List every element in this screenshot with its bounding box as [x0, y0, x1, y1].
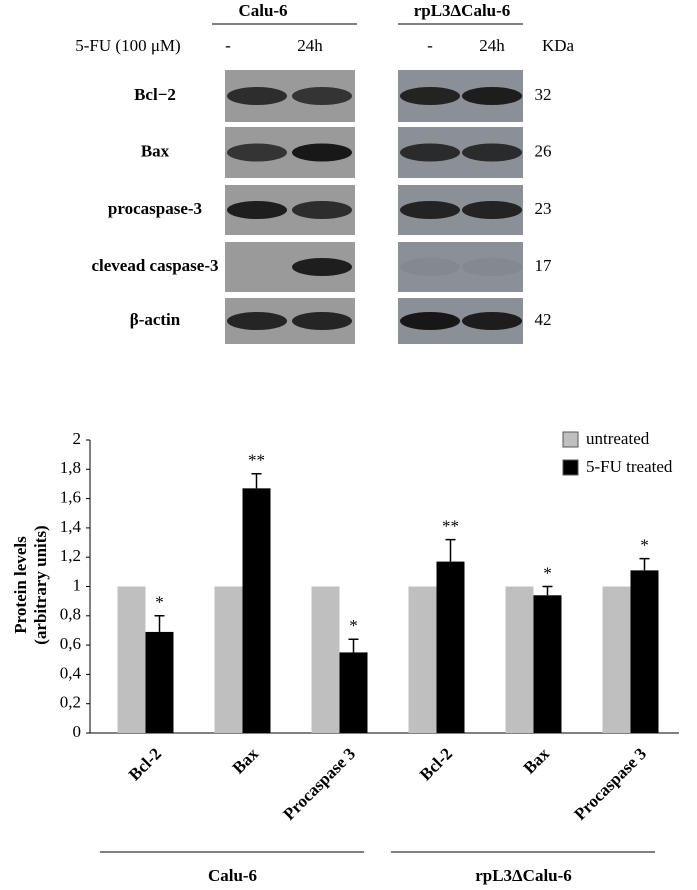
y-axis-label: Protein levels: [11, 536, 30, 634]
error-bar: [154, 615, 165, 632]
y-tick-label: 1,8: [60, 458, 81, 477]
error-bar: [348, 638, 359, 653]
y-tick-label: 1,4: [60, 517, 82, 536]
y-tick-label: 2: [73, 429, 82, 448]
blot-row-label: β-actin: [130, 310, 181, 329]
bar: [311, 586, 340, 733]
bar: [117, 586, 146, 733]
significance: *: [349, 616, 358, 635]
x-tick-label: Bcl-2: [416, 744, 456, 784]
y-tick-label: 0,4: [60, 663, 82, 682]
blot-band: [227, 87, 287, 105]
legend-label: untreated: [586, 429, 650, 448]
bar: [408, 586, 437, 733]
blot-band: [462, 312, 522, 330]
blot-band: [400, 143, 460, 162]
blot-band: [462, 258, 522, 276]
blot-row-label: procaspase-3: [108, 199, 202, 218]
significance: **: [248, 451, 265, 470]
blot-band: [400, 312, 460, 330]
blot-row-label: clevead caspase-3: [91, 256, 218, 275]
lane-label: 24h: [297, 36, 323, 55]
error-bar: [542, 585, 553, 596]
legend-swatch: [562, 459, 579, 476]
x-tick-label: Bax: [520, 744, 554, 778]
blot-band: [400, 201, 460, 219]
blot-band: [292, 312, 352, 330]
error-bar: [445, 538, 456, 562]
blot-group-label: rpL3ΔCalu-6: [414, 1, 511, 20]
blot-band: [462, 143, 522, 162]
bar: [145, 631, 174, 733]
blot-size: 17: [535, 256, 553, 275]
blot-group-label: Calu-6: [238, 1, 287, 20]
blot-band: [400, 258, 460, 276]
y-tick-label: 1,2: [60, 546, 81, 565]
group-label: Calu-6: [208, 866, 257, 885]
blot-size: 42: [535, 310, 552, 329]
blot-row-label: Bcl−2: [134, 85, 176, 104]
y-tick-label: 0,6: [60, 634, 81, 653]
lane-label: -: [427, 36, 433, 55]
significance: *: [155, 593, 164, 612]
error-bar: [639, 557, 650, 571]
x-tick-label: Procaspase 3: [279, 744, 359, 824]
blot-band: [227, 143, 287, 162]
blot-band: [292, 258, 352, 276]
x-tick-label: Bcl-2: [125, 744, 165, 784]
lane-label: -: [225, 36, 231, 55]
blot-row-label: Bax: [141, 141, 170, 160]
bar: [505, 586, 534, 733]
blot-band: [227, 312, 287, 330]
x-tick-label: Procaspase 3: [570, 744, 650, 824]
bar: [214, 586, 243, 733]
bar: [339, 652, 368, 733]
group-label: rpL3ΔCalu-6: [475, 866, 572, 885]
blot-band: [292, 201, 352, 219]
x-tick-label: Bax: [229, 744, 263, 778]
blot-band: [462, 87, 522, 105]
y-axis-label: (arbitrary units): [31, 525, 50, 644]
blot-size: 32: [535, 85, 552, 104]
blot-panel: [398, 242, 523, 292]
blot-band: [462, 201, 522, 219]
bar: [630, 570, 659, 733]
blot-size: 23: [535, 199, 552, 218]
size-unit: KDa: [542, 36, 575, 55]
blot-band: [227, 201, 287, 219]
legend-swatch: [562, 431, 579, 448]
blot-size: 26: [535, 141, 552, 160]
bar: [602, 586, 631, 733]
y-tick-label: 1: [73, 575, 82, 594]
significance: *: [640, 536, 649, 555]
bar: [533, 595, 562, 733]
legend-label: 5-FU treated: [586, 457, 673, 476]
y-tick-label: 0,8: [60, 605, 81, 624]
blot-band: [292, 87, 352, 105]
blot-band: [400, 87, 460, 105]
treatment-label: 5-FU (100 μM): [75, 36, 180, 55]
blot-band: [292, 143, 352, 162]
lane-label: 24h: [479, 36, 505, 55]
error-bar: [251, 472, 262, 489]
significance: **: [442, 517, 459, 536]
y-tick-label: 0,2: [60, 693, 81, 712]
y-tick-label: 0: [73, 722, 82, 741]
bar: [242, 488, 271, 733]
significance: *: [543, 563, 552, 582]
y-tick-label: 1,6: [60, 488, 81, 507]
bar: [436, 561, 465, 733]
